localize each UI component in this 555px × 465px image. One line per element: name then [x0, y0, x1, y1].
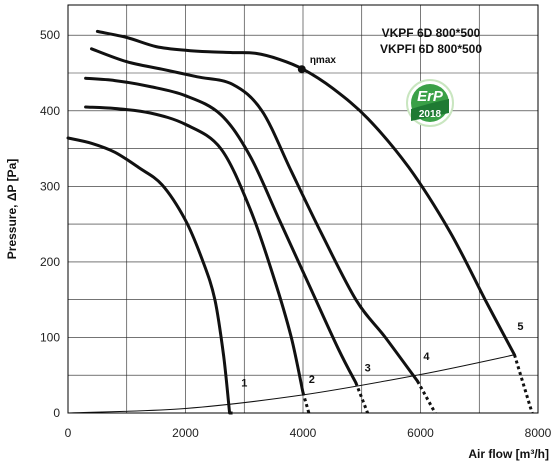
model-title-line-2: VKPFI 6D 800*500: [380, 42, 482, 56]
curve-extension-5: [513, 354, 534, 414]
eta-max-label: ηmax: [310, 55, 337, 66]
y-tick-label: 400: [40, 104, 60, 118]
fan-curve-2: [84, 105, 305, 395]
system-curve: [67, 354, 515, 414]
x-tick-label: 6000: [407, 426, 434, 440]
x-tick-label: 8000: [525, 426, 552, 440]
erp-2018-badge: ErP 2018: [406, 79, 454, 127]
x-tick-label: 0: [65, 426, 72, 440]
fan-curve-5: [95, 29, 516, 357]
badge-erp-text: ErP: [417, 88, 444, 105]
fan-curve-1: [66, 136, 232, 415]
curve-extension-2: [301, 392, 311, 414]
curve-number-label: 5: [517, 321, 523, 333]
badge-band: [411, 99, 449, 121]
badge-year-text: 2018: [419, 109, 442, 120]
curve-labels: 1 2 3 4 5: [241, 321, 523, 390]
grid: [68, 5, 538, 413]
curve-extension-4: [416, 380, 437, 414]
fan-curve-3: [84, 76, 358, 385]
y-tick-label: 500: [40, 28, 60, 42]
eta-max-marker: [297, 65, 306, 74]
curve-number-label: 1: [241, 378, 247, 390]
x-tick-label: 4000: [290, 426, 317, 440]
y-axis-title: Pressure, ΔP [Pa]: [5, 159, 19, 259]
y-tick-label: 0: [53, 406, 60, 420]
y-tick-label: 200: [40, 255, 60, 269]
axis-ticks: 0 2000 4000 6000 8000 0 100 200 300 400 500: [40, 28, 552, 440]
curve-number-label: 3: [365, 362, 371, 374]
x-axis-title: Air flow [m³/h]: [468, 447, 549, 461]
curve-number-label: 2: [309, 374, 315, 386]
fan-curves: ηmax: [66, 29, 534, 415]
plot-frame: [67, 4, 539, 414]
model-title-line-1: VKPF 6D 800*500: [382, 26, 481, 40]
fan-curve-4: [90, 47, 420, 383]
y-tick-label: 100: [40, 330, 60, 344]
x-tick-label: 2000: [172, 426, 199, 440]
curve-number-label: 4: [423, 351, 430, 363]
y-tick-label: 300: [40, 179, 60, 193]
